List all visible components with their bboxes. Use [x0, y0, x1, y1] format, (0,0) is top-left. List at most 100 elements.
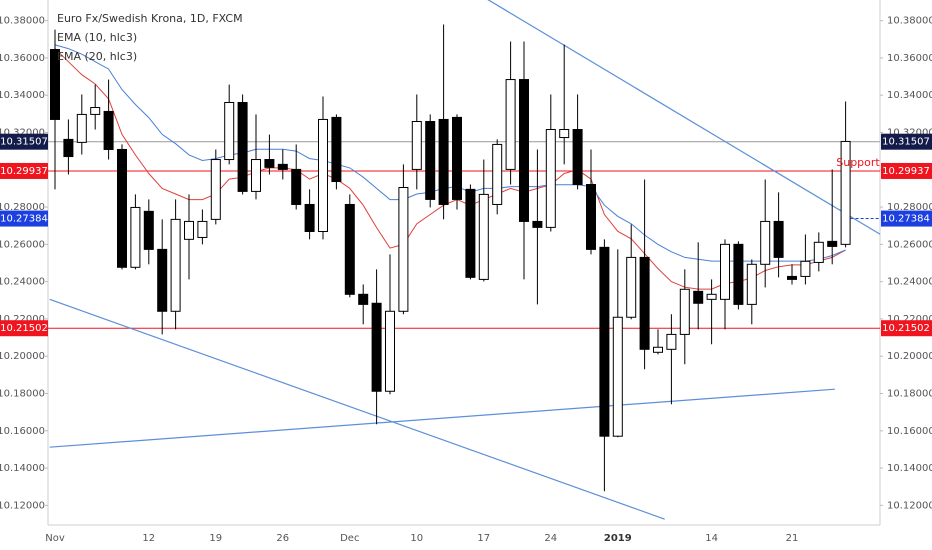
level-box [881, 133, 932, 150]
y-tick-label: 10.14000 [887, 463, 932, 474]
candle-body [63, 138, 74, 158]
level-box [0, 320, 48, 337]
candle-body [599, 246, 610, 437]
candle-body [787, 275, 797, 280]
y-tick-label: 10.36000 [0, 53, 45, 64]
level-label: 10.27384 [0, 214, 48, 225]
y-tick-label: 10.20000 [0, 351, 45, 362]
candle-body [532, 220, 543, 228]
level-label: 10.29937 [0, 166, 48, 177]
overlay: Euro Fx/Swedish Krona, 1D, FXCM Support … [57, 12, 880, 169]
x-tick-label: 26 [276, 533, 289, 544]
ema-line [54, 48, 846, 290]
candle-body [304, 203, 315, 232]
y-tick-label: 10.16000 [0, 426, 45, 437]
candle-body [666, 333, 677, 350]
candle-body [291, 168, 302, 205]
candle-body [143, 210, 154, 250]
candle-body [358, 293, 369, 305]
candle-body [157, 248, 168, 312]
candle-body [425, 121, 436, 200]
candle-body [478, 193, 489, 280]
candle-body [760, 220, 771, 265]
trend-line [49, 298, 665, 520]
candle-body [224, 101, 235, 161]
candle-body [827, 240, 838, 247]
candle-body [626, 256, 637, 318]
candle-body [318, 118, 328, 232]
candle-body [653, 346, 663, 353]
candle-body [197, 220, 208, 238]
y-tick-label: 10.38000 [0, 16, 45, 27]
candle-body [264, 159, 275, 168]
candle-body [545, 129, 556, 228]
level-label: 10.21502 [0, 323, 48, 334]
level-label: 10.21502 [882, 323, 930, 334]
candle-body [720, 243, 730, 300]
level-box [881, 162, 932, 179]
candle-body [693, 290, 704, 304]
candle-body [800, 260, 811, 277]
level-box [881, 210, 932, 227]
trend-line [49, 388, 835, 448]
candle-body [50, 49, 60, 120]
y-tick-label: 10.12000 [0, 500, 45, 511]
ema-line [54, 44, 846, 262]
candle-body [465, 188, 476, 278]
y-tick-label: 10.28000 [0, 202, 45, 213]
legend-entry: EMA (20, hlc3) [57, 50, 137, 63]
candle-body [251, 159, 261, 192]
candle-body [90, 107, 101, 115]
plot-area [48, 0, 880, 520]
x-tick-label: 10 [410, 533, 423, 544]
x-tick-label: Dec [340, 533, 359, 544]
candle-body [331, 116, 342, 183]
candle-body [103, 110, 114, 150]
legend-entry: EMA (10, hlc3) [57, 31, 137, 44]
candle-body [170, 218, 181, 312]
chart-title: Euro Fx/Swedish Krona, 1D, FXCM [57, 12, 243, 25]
y-tick-label: 10.22000 [0, 314, 45, 325]
x-tick-label: 12 [142, 533, 155, 544]
y-tick-label: 10.18000 [0, 389, 45, 400]
level-box [881, 320, 932, 337]
candle-body [130, 206, 141, 268]
level-box [0, 162, 48, 179]
candle-body [813, 241, 824, 263]
y-tick-label: 10.22000 [887, 314, 932, 325]
y-tick-label: 10.24000 [0, 277, 45, 288]
candle-body [586, 184, 596, 250]
trend-line [487, 0, 880, 235]
level-label: 10.29937 [882, 166, 930, 177]
candle-body [746, 263, 757, 305]
candle-body [519, 79, 529, 222]
x-tick-label: Nov [45, 533, 65, 544]
candle-body [505, 79, 516, 170]
candle-body [344, 203, 355, 295]
y-tick-label: 10.20000 [887, 351, 932, 362]
candle-body [385, 310, 395, 392]
candle-body [733, 243, 744, 305]
y-tick-label: 10.32000 [887, 128, 932, 139]
level-label: 10.31507 [0, 137, 48, 148]
candle-body [452, 116, 462, 200]
y-tick-label: 10.34000 [887, 90, 932, 101]
candle-body [572, 129, 583, 186]
y-tick-label: 10.26000 [0, 239, 45, 250]
candle-body [237, 101, 248, 192]
y-tick-label: 10.16000 [887, 426, 932, 437]
level-box [0, 210, 48, 227]
candle-body [371, 302, 382, 392]
level-label: 10.27384 [882, 214, 930, 225]
candle-body [398, 186, 409, 312]
candle-body [438, 118, 449, 205]
y-tick-label: 10.34000 [0, 90, 45, 101]
level-box [0, 133, 48, 150]
candle-body [184, 220, 194, 240]
x-tick-label: 14 [705, 533, 718, 544]
candle-body [277, 163, 288, 170]
y-tick-label: 10.24000 [887, 277, 932, 288]
y-tick-label: 10.14000 [0, 463, 45, 474]
candle-body [612, 316, 623, 437]
candle-body [639, 256, 650, 350]
